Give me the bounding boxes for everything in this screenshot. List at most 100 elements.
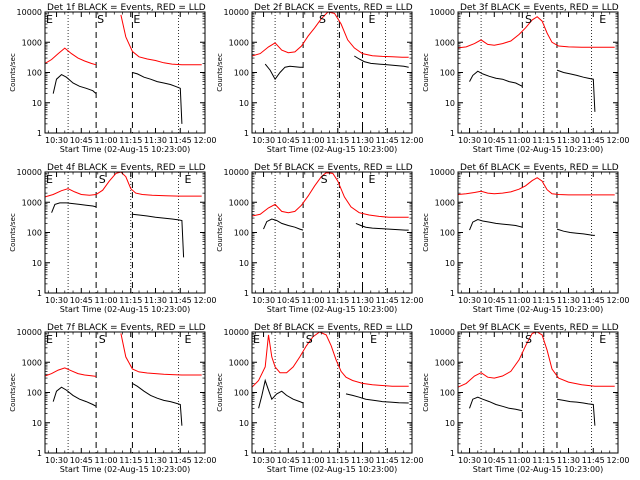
y-tick-label: 10000	[17, 328, 42, 337]
events-series-line	[469, 396, 523, 412]
region-marker-label: E	[599, 13, 606, 26]
x-tick-label: 12:00	[400, 136, 423, 145]
region-marker-label: E	[133, 13, 140, 26]
x-axis-label: Start Time (02-Aug-15 10:23:00)	[60, 305, 191, 314]
lld-series-line	[458, 332, 615, 388]
events-series-line	[52, 386, 97, 407]
x-tick-label: 11:45	[582, 136, 605, 145]
region-marker-label: E	[185, 333, 192, 346]
events-series-line	[354, 55, 409, 68]
x-tick-label: 12:00	[606, 296, 629, 305]
y-tick-label: 100	[27, 389, 42, 398]
x-tick-label: 12:00	[606, 136, 629, 145]
y-tick-label: 1	[244, 129, 249, 138]
x-tick-label: 11:00	[301, 136, 324, 145]
x-tick-label: 11:00	[94, 296, 117, 305]
y-tick-label: 100	[440, 69, 455, 78]
y-tick-label: 1	[450, 129, 455, 138]
y-tick-label: 100	[234, 389, 249, 398]
x-tick-label: 11:15	[326, 136, 349, 145]
x-axis-label: Start Time (02-Aug-15 10:23:00)	[473, 305, 604, 314]
x-tick-label: 10:30	[45, 296, 68, 305]
x-tick-label: 10:45	[70, 296, 93, 305]
y-tick-label: 1	[244, 449, 249, 458]
y-axis-label: Counts/sec	[9, 373, 17, 412]
x-tick-label: 11:15	[532, 136, 555, 145]
region-marker-label: S	[525, 13, 532, 26]
y-axis-label: Counts/sec	[216, 373, 224, 412]
x-tick-label: 11:00	[507, 296, 530, 305]
region-marker-label: E	[368, 13, 375, 26]
events-series-line	[345, 393, 409, 404]
x-tick-label: 11:30	[144, 136, 167, 145]
region-marker-label: S	[525, 333, 532, 346]
region-marker-label: E	[185, 173, 192, 186]
x-tick-label: 11:30	[557, 136, 580, 145]
y-tick-label: 1	[37, 289, 42, 298]
x-tick-label: 10:45	[483, 296, 506, 305]
x-tick-label: 10:45	[277, 296, 300, 305]
x-tick-label: 10:45	[277, 136, 300, 145]
events-series-line	[264, 63, 304, 81]
y-tick-label: 10000	[430, 328, 455, 337]
region-marker-label: S	[99, 173, 106, 186]
region-marker-label: E	[46, 333, 53, 346]
x-tick-label: 11:30	[351, 136, 374, 145]
panel-title: Det 3f BLACK = Events, RED = LLD	[460, 3, 619, 13]
events-series-line	[263, 218, 304, 231]
x-tick-label: 12:00	[193, 136, 216, 145]
x-tick-label: 10:30	[458, 296, 481, 305]
x-tick-label: 11:45	[169, 136, 192, 145]
y-tick-label: 1000	[435, 38, 455, 47]
panel-title: Det 1f BLACK = Events, RED = LLD	[47, 3, 206, 13]
y-tick-label: 100	[27, 69, 42, 78]
x-axis-label: Start Time (02-Aug-15 10:23:00)	[60, 465, 191, 474]
y-tick-label: 10	[239, 99, 249, 108]
y-axis-label: Counts/sec	[422, 213, 430, 252]
events-series-line	[52, 73, 97, 94]
x-axis-label: Start Time (02-Aug-15 10:23:00)	[267, 465, 398, 474]
region-marker-label: S	[319, 13, 326, 26]
y-tick-label: 1	[37, 129, 42, 138]
x-tick-label: 12:00	[193, 456, 216, 465]
x-tick-label: 11:45	[376, 136, 399, 145]
events-series-line	[556, 398, 596, 426]
x-tick-label: 11:30	[144, 296, 167, 305]
x-tick-label: 10:30	[45, 456, 68, 465]
x-tick-label: 11:15	[119, 456, 142, 465]
x-tick-label: 11:00	[301, 296, 324, 305]
y-tick-label: 10	[32, 99, 42, 108]
region-marker-label: S	[99, 333, 106, 346]
x-tick-label: 10:45	[483, 456, 506, 465]
x-tick-label: 11:00	[94, 456, 117, 465]
region-marker-label: E	[46, 13, 53, 26]
y-tick-label: 10	[32, 419, 42, 428]
panel-title: Det 7f BLACK = Events, RED = LLD	[47, 323, 206, 333]
lld-series-line	[458, 177, 615, 196]
x-tick-label: 10:45	[277, 456, 300, 465]
events-series-line	[556, 69, 596, 112]
y-axis-label: Counts/sec	[9, 213, 17, 252]
y-tick-label: 10000	[224, 168, 249, 177]
y-tick-label: 10000	[224, 328, 249, 337]
y-tick-label: 1000	[22, 198, 42, 207]
y-tick-label: 1000	[22, 358, 42, 367]
y-tick-label: 1	[450, 289, 455, 298]
x-axis-label: Start Time (02-Aug-15 10:23:00)	[473, 465, 604, 474]
y-tick-label: 1000	[229, 358, 249, 367]
lld-series-line	[120, 333, 202, 376]
x-tick-label: 11:30	[557, 296, 580, 305]
x-tick-label: 11:15	[532, 456, 555, 465]
region-marker-label: E	[368, 173, 375, 186]
y-tick-label: 100	[234, 229, 249, 238]
lld-series-line	[252, 332, 409, 388]
events-series-line	[469, 218, 523, 231]
region-marker-label: E	[370, 333, 377, 346]
y-axis-label: Counts/sec	[216, 53, 224, 92]
